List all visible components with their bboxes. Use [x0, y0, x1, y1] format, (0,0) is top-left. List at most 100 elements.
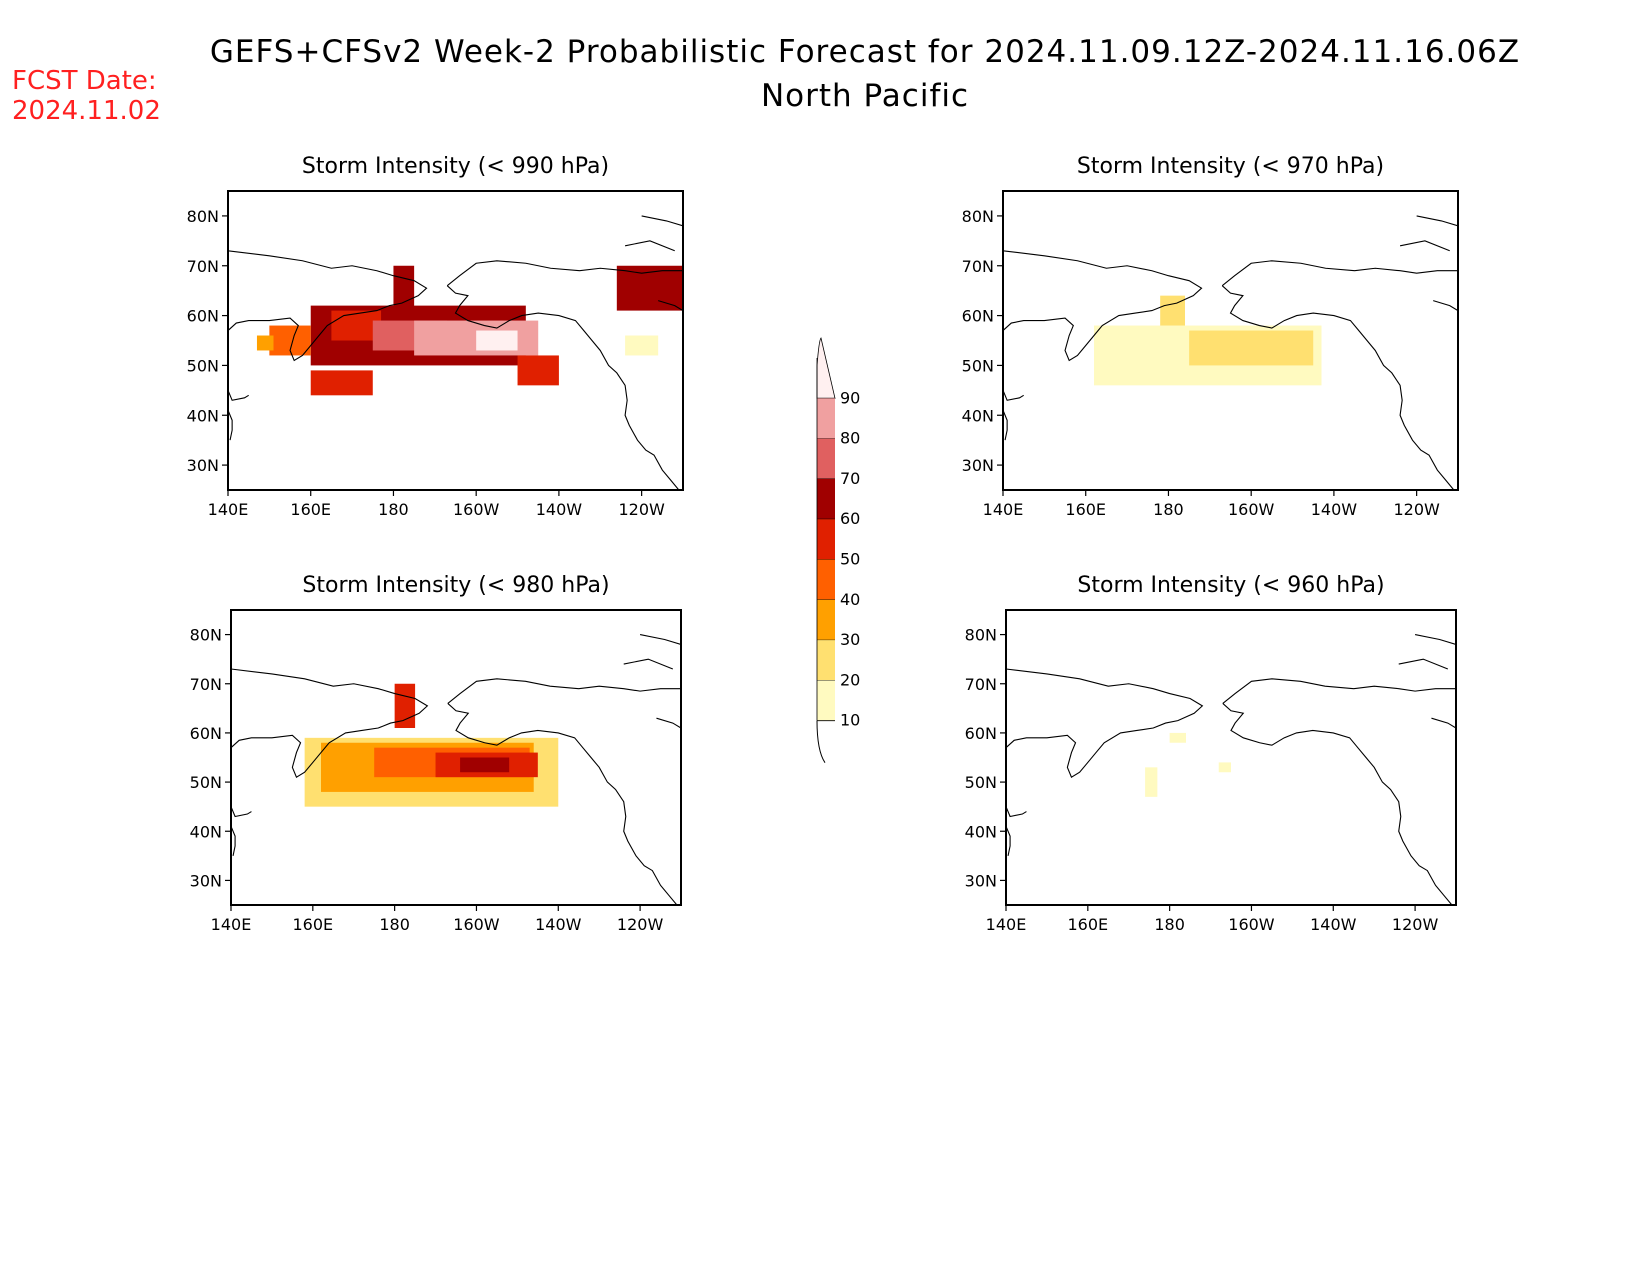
coastline-segment [446, 260, 683, 287]
lat-tick-label: 50N [962, 356, 994, 375]
coastline-segment [1006, 826, 1011, 856]
coastline-segment [624, 240, 675, 252]
colorbar-swatch [817, 559, 835, 600]
lon-tick-label: 160W [1228, 915, 1275, 934]
lon-tick-label: 160W [453, 500, 500, 519]
coastline-segment [446, 285, 680, 490]
lon-tick-label: 160E [292, 915, 333, 934]
lat-tick-label: 60N [965, 724, 997, 743]
lon-tick-label: 140W [1310, 915, 1357, 934]
map-frame [1005, 609, 1457, 906]
lat-tick-label: 40N [187, 406, 219, 425]
lon-tick-label: 160W [1228, 500, 1275, 519]
colorbar-label: 20 [840, 670, 860, 689]
coastline-segment [639, 634, 681, 645]
coastline-segment [1221, 285, 1455, 490]
coastline-segment [641, 215, 683, 227]
panel-title: Storm Intensity (< 960 hPa) [1077, 573, 1384, 598]
panel-p960: Storm Intensity (< 960 hPa) 80N 70N 60N 50N 4… [965, 573, 1457, 934]
coastline-segment [623, 658, 674, 670]
probability-cell [1189, 330, 1314, 366]
map-frame [227, 190, 684, 491]
lon-tick-label: 140W [1311, 500, 1358, 519]
lat-tick-label: 40N [190, 822, 222, 841]
coastline-segment [1003, 390, 1024, 401]
coastline-segment [231, 806, 252, 818]
lon-tick-label: 140W [536, 500, 583, 519]
probability-cell [1218, 762, 1231, 773]
probability-cell [616, 265, 683, 311]
colorbar-tail [816, 720, 826, 763]
lat-tick-label: 30N [962, 456, 994, 475]
lon-tick-label: 120W [1392, 915, 1439, 934]
colorbar-label: 40 [840, 590, 860, 609]
probability-cell [1145, 767, 1158, 797]
coastline-segment [231, 668, 429, 778]
colorbar-label: 90 [840, 388, 860, 407]
colorbar-swatch [817, 640, 835, 681]
lat-tick-label: 30N [190, 871, 222, 890]
lon-tick-label: 160E [1065, 500, 1106, 519]
coastline-segment [656, 717, 681, 729]
panel-p980: Storm Intensity (< 980 hPa) 80N 70N 60N 50N 4… [190, 573, 682, 934]
lat-tick-label: 40N [965, 822, 997, 841]
colorbar-swatch [817, 599, 835, 641]
forecast-date: FCST Date: 2024.11.02 [12, 66, 161, 126]
figure-title: GEFS+CFSv2 Week-2 Probabilistic Forecast… [130, 30, 1600, 118]
probability-cell [1160, 295, 1185, 326]
lat-tick-label: 80N [965, 626, 997, 645]
colorbar-swatch [817, 519, 835, 560]
panel-title: Storm Intensity (< 970 hPa) [1077, 154, 1384, 179]
coastline-segment [1414, 634, 1456, 645]
lon-tick-label: 160E [1067, 915, 1108, 934]
coastline-segment [1398, 658, 1449, 670]
probability-field [304, 683, 559, 807]
lat-tick-label: 80N [187, 207, 219, 226]
coastline-segment [1003, 410, 1008, 441]
lon-tick-label: 120W [617, 915, 664, 934]
forecast-date-label: FCST Date: [12, 66, 157, 96]
probability-cell [310, 370, 373, 396]
map-frame [230, 609, 682, 906]
colorbar-label: 30 [840, 630, 860, 649]
colorbar-cap [816, 337, 836, 399]
lon-tick-label: 140E [983, 500, 1024, 519]
title-line1: GEFS+CFSv2 Week-2 Probabilistic Forecast… [209, 34, 1521, 70]
colorbar-label: 60 [840, 509, 860, 528]
coastline-segment [1433, 300, 1458, 312]
lat-tick-label: 70N [962, 257, 994, 276]
probability-cell [460, 757, 510, 773]
lat-tick-label: 70N [187, 257, 219, 276]
coastline-segment [1399, 240, 1450, 252]
coastline-segment [1006, 668, 1204, 778]
colorbar-label: 10 [840, 711, 860, 730]
coastline [1003, 215, 1458, 490]
probability-field [1145, 732, 1231, 797]
panel-p970: Storm Intensity (< 970 hPa) 80N 70N 60N 50N 4… [962, 154, 1459, 519]
coastline-segment [447, 678, 681, 704]
coastline-segment [228, 250, 428, 362]
coastline-segment [1221, 260, 1458, 287]
coastline-segment [1003, 250, 1203, 362]
panel-title: Storm Intensity (< 990 hPa) [302, 154, 609, 179]
colorbar-label: 50 [840, 550, 860, 569]
lat-tick-label: 80N [190, 626, 222, 645]
lat-tick-label: 70N [190, 675, 222, 694]
lat-tick-label: 70N [965, 675, 997, 694]
lat-tick-label: 30N [965, 871, 997, 890]
probability-cell [625, 335, 659, 356]
colorbar-label: 80 [840, 429, 860, 448]
probability-field [256, 265, 683, 396]
lon-tick-label: 120W [1393, 500, 1440, 519]
coastline-segment [658, 300, 683, 312]
coastline [231, 634, 681, 905]
lon-tick-label: 180 [1154, 915, 1185, 934]
coastline-segment [1431, 717, 1456, 729]
title-line2: North Pacific [760, 78, 970, 114]
panel-title: Storm Intensity (< 980 hPa) [302, 573, 609, 598]
lon-tick-label: 140W [535, 915, 582, 934]
lon-tick-label: 180 [1153, 500, 1184, 519]
lon-tick-label: 140E [986, 915, 1027, 934]
lat-tick-label: 60N [187, 307, 219, 326]
